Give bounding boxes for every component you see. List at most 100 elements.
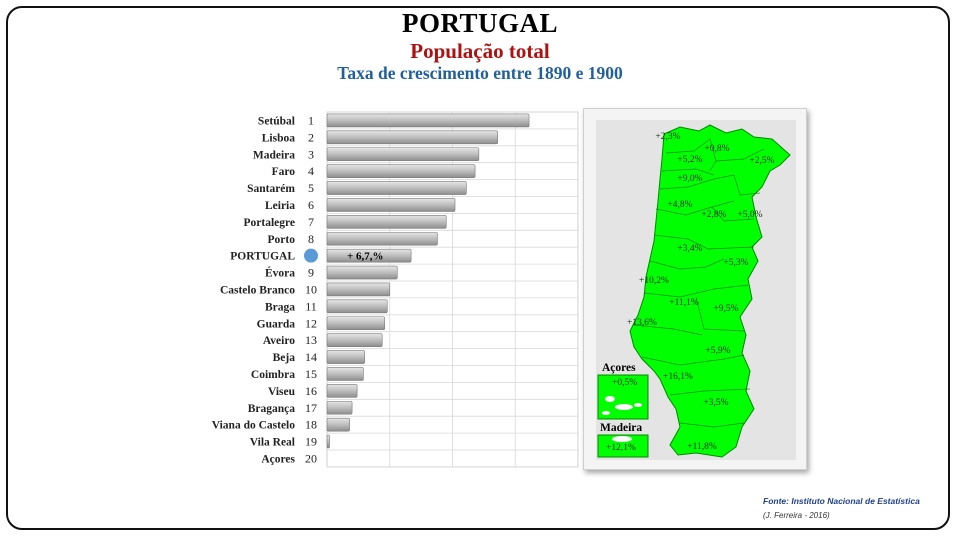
- slide-frame: [6, 6, 950, 530]
- rank-label: 12: [305, 316, 317, 330]
- category-label: Castelo Branco: [220, 284, 295, 296]
- acores-island: [615, 404, 633, 410]
- map-district-label: +5,2%: [677, 155, 702, 165]
- bar-santarém: [326, 181, 467, 195]
- page-title: PORTUGAL: [401, 8, 559, 38]
- category-label: Braga: [265, 301, 295, 313]
- bar-évora: [326, 265, 398, 280]
- bar-setúbal: [326, 113, 530, 128]
- mainland-map: [629, 124, 791, 458]
- category-label: Évora: [265, 266, 295, 280]
- map-district-label: +11,1%: [669, 298, 699, 308]
- category-label: Coimbra: [251, 369, 295, 381]
- bar-madeira: [326, 147, 480, 162]
- category-label: Viana do Castelo: [212, 420, 296, 432]
- bar-castelo-branco: [326, 282, 391, 297]
- category-label: Viseu: [268, 386, 296, 398]
- rank-label: 4: [308, 164, 314, 178]
- bar-portugal: [326, 248, 412, 263]
- rank-label: 16: [305, 384, 317, 398]
- bar-aveiro: [326, 333, 383, 347]
- madeira-inset-title: Madeira: [600, 422, 642, 434]
- category-label: Guarda: [257, 318, 296, 330]
- rank-label: 19: [305, 435, 317, 449]
- rank-label: 20: [305, 451, 317, 465]
- category-label: Lisboa: [262, 132, 295, 144]
- acores-island: [634, 403, 642, 407]
- rank-label: 1: [308, 113, 314, 127]
- map-district-label: +2,8%: [701, 210, 726, 220]
- map-district-label: +11,8%: [687, 442, 717, 452]
- author-credit: (J. Ferreira - 2016): [763, 511, 830, 520]
- rank-label: 13: [305, 333, 317, 347]
- map-district-label: +5,3%: [723, 258, 748, 268]
- madeira-island: [612, 436, 632, 442]
- acores-value-label: +0,5%: [612, 378, 637, 388]
- map-district-label: +2,3%: [655, 132, 680, 142]
- rank-label: 2: [308, 130, 314, 144]
- map-district-label: +3,5%: [703, 398, 728, 408]
- chart-category-labels: Setúbal Lisboa Madeira Faro Santarém Leiria Po…: [212, 115, 296, 465]
- highlight-value-label: + 6,7,%: [347, 251, 384, 263]
- bar-vila-real: [326, 434, 330, 449]
- chart-bars: + 6,7,%: [326, 113, 530, 449]
- acores-island: [605, 396, 615, 402]
- category-label: Portalegre: [243, 217, 295, 229]
- bar-coimbra: [326, 367, 364, 381]
- category-label: Vila Real: [250, 437, 295, 449]
- rank-label: 14: [305, 350, 317, 364]
- map-panel: +2,3% +0,8% +5,2% +2,5% +9,0% +4,8% +2,8% +5,0%…: [583, 108, 807, 470]
- madeira-value-label: +12,1%: [606, 443, 636, 453]
- map-district-label: +10,2%: [639, 276, 669, 286]
- map-district-label: +4,8%: [667, 200, 692, 210]
- page-subtitle: População total: [410, 39, 550, 63]
- category-label: Porto: [268, 234, 296, 246]
- category-label: Setúbal: [258, 115, 295, 127]
- madeira-inset: [597, 434, 649, 458]
- bar-portalegre: [326, 215, 447, 229]
- bar-beja: [326, 350, 365, 364]
- category-label: PORTUGAL: [230, 251, 295, 263]
- rank-label: 7: [308, 215, 314, 229]
- bar-lisboa: [326, 130, 498, 145]
- rank-label: 10: [305, 282, 317, 296]
- category-label: Beja: [273, 352, 296, 364]
- map-district-label: +16,1%: [663, 372, 693, 382]
- bar-leiria: [326, 198, 456, 212]
- bar-faro: [326, 164, 476, 178]
- category-label: Faro: [272, 166, 296, 178]
- bar-braga: [326, 299, 388, 314]
- page-caption: Taxa de crescimento entre 1890 e 1900: [337, 63, 623, 83]
- category-label: Bragança: [248, 403, 296, 415]
- rank-label: 9: [308, 266, 314, 280]
- map-district-label: +3,4%: [677, 244, 702, 254]
- category-label: Leiria: [265, 200, 295, 212]
- bar-viana-do-castelo: [326, 417, 350, 432]
- rank-label: 6: [308, 198, 314, 212]
- source-note: Fonte: Instituto Nacional de Estatística: [763, 496, 920, 506]
- rank-label: 17: [305, 401, 317, 415]
- portugal-map: +2,3% +0,8%+5,2% +2,5% +9,0% +4,8% +2,8% +5,0%…: [596, 120, 796, 460]
- category-label: Santarém: [247, 183, 295, 195]
- district-borders: [633, 138, 765, 428]
- acores-island: [602, 411, 610, 415]
- category-label: Aveiro: [263, 335, 295, 347]
- bar-chart: + 6,7,% Setúbal Lisboa Madeira Faro Santarém…: [212, 111, 579, 468]
- map-district-label: +13,6%: [627, 318, 657, 328]
- acores-inset-title: Açores: [602, 362, 636, 374]
- map-district-label: +9,5%: [713, 304, 738, 314]
- highlight-marker: [304, 248, 318, 263]
- map-district-label: +5,9%: [705, 346, 730, 356]
- map-district-label: +9,0%: [677, 174, 702, 184]
- category-label: Madeira: [253, 149, 295, 161]
- rank-label: 11: [305, 299, 317, 313]
- map-labels: +2,3% +0,8%+5,2% +2,5% +9,0% +4,8% +2,8% +5,0%…: [627, 132, 775, 452]
- rank-label: 3: [308, 147, 314, 161]
- map-district-label: +0,8%: [704, 144, 729, 154]
- rank-label: 8: [308, 232, 314, 246]
- bar-viseu: [326, 384, 358, 398]
- bar-porto: [326, 231, 438, 246]
- rank-label: 15: [305, 367, 317, 381]
- rank-label: 5: [308, 181, 314, 195]
